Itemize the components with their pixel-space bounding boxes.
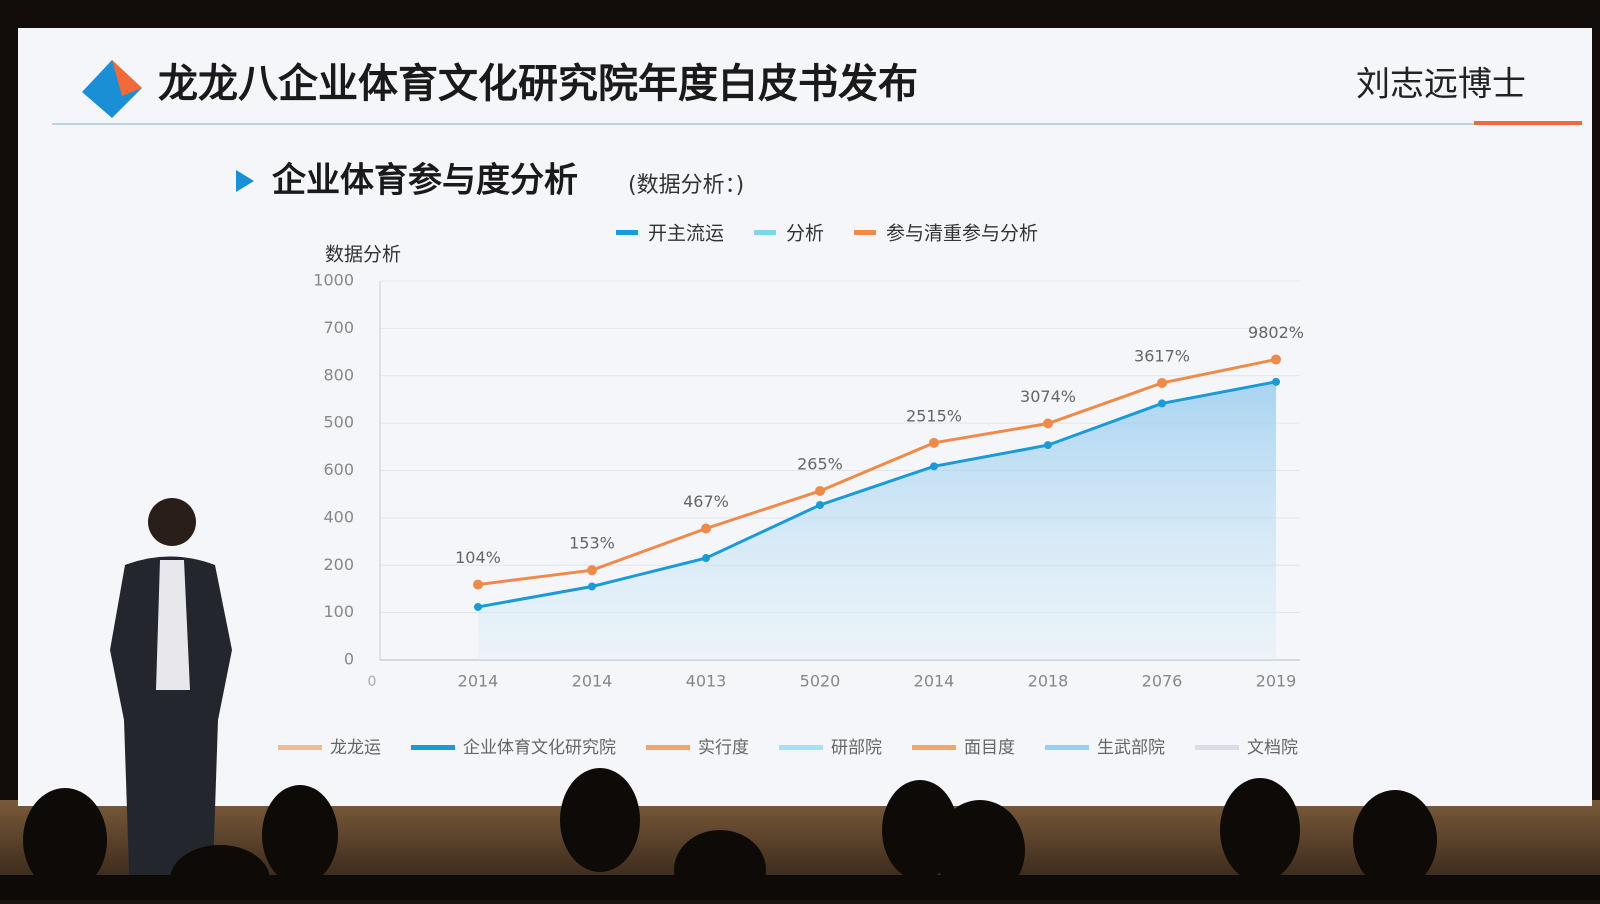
point	[1271, 354, 1281, 365]
x-tick-label: 2076	[1142, 672, 1183, 691]
y-axis-label: 数据分析	[325, 244, 401, 266]
annotation: 104%	[455, 548, 501, 567]
point	[1158, 399, 1166, 408]
legend-label: 开主流运	[648, 223, 724, 245]
y-tick-label: 0	[344, 650, 354, 669]
chart-subtitle: (数据分析：)	[628, 173, 744, 198]
legend-label: 研部院	[831, 738, 882, 758]
logo	[82, 60, 142, 118]
chart-title: 企业体育参与度分析	[272, 161, 578, 201]
point	[1272, 377, 1280, 386]
legend-label: 实行度	[698, 738, 749, 758]
legend-label: 分析	[786, 223, 824, 245]
x-tick-label: 5020	[800, 672, 841, 691]
point	[930, 462, 938, 471]
legend-swatch	[779, 745, 823, 750]
point	[588, 582, 596, 591]
x-tick-label: 2014	[572, 672, 613, 691]
x-tick-label: 2014	[914, 672, 955, 691]
line	[477, 357, 1277, 587]
y-tick-label: 600	[323, 460, 354, 479]
title-bullet	[236, 170, 254, 192]
annotation: 3074%	[1020, 387, 1076, 406]
x-tick-label: 2019	[1256, 672, 1297, 691]
legend-swatch	[1045, 745, 1089, 750]
point	[929, 437, 939, 448]
y-tick-label: 500	[323, 413, 354, 432]
legend-label: 龙龙运	[330, 738, 381, 758]
legend-swatch	[1195, 745, 1239, 750]
point	[701, 523, 711, 534]
annotation: 265%	[797, 454, 843, 473]
point	[815, 485, 825, 496]
point	[1157, 377, 1167, 388]
point	[702, 554, 710, 563]
point	[816, 500, 824, 509]
area	[478, 381, 1276, 660]
legend-label: 文档院	[1247, 738, 1298, 758]
x-origin-label: 0	[368, 674, 377, 690]
point	[587, 565, 597, 576]
annotation: 3617%	[1134, 346, 1190, 365]
legend-swatch	[854, 230, 877, 235]
y-tick-label: 800	[323, 365, 354, 384]
legend-label: 企业体育文化研究院	[463, 738, 616, 758]
audience	[0, 768, 1600, 904]
presenter	[110, 498, 232, 900]
legend-swatch	[616, 230, 638, 235]
line	[477, 380, 1277, 609]
annotation: 153%	[569, 534, 615, 553]
x-tick-label: 2014	[458, 672, 499, 691]
y-tick-label: 200	[323, 555, 354, 574]
point	[474, 602, 482, 611]
slide-header: 龙龙八企业体育文化研究院年度白皮书发布	[158, 61, 918, 107]
y-tick-label: 1000	[313, 271, 354, 290]
x-tick-label: 4013	[686, 672, 727, 691]
slide	[18, 28, 1592, 806]
annotation: 2515%	[906, 406, 962, 425]
annotation: 9802%	[1248, 323, 1304, 342]
annotation: 467%	[683, 492, 729, 511]
legend-swatch	[912, 745, 956, 750]
legend-swatch	[754, 230, 777, 235]
y-tick-label: 400	[323, 507, 354, 526]
legend-swatch	[278, 745, 322, 750]
point	[473, 579, 483, 590]
x-tick-label: 2018	[1028, 672, 1069, 691]
y-tick-label: 700	[323, 318, 354, 337]
y-tick-label: 100	[323, 602, 354, 621]
point	[1044, 441, 1052, 450]
legend-label: 参与清重参与分析	[886, 223, 1038, 245]
speaker: 刘志远博士	[1356, 65, 1526, 105]
legend-label: 生武部院	[1097, 738, 1165, 758]
legend-swatch	[646, 745, 690, 750]
chart: 0 100 200 400 600 500 800 700 1000 2014 2014 4013 50…	[278, 223, 1304, 758]
legend-swatch	[411, 745, 455, 750]
legend-label: 面目度	[964, 738, 1015, 758]
point	[1043, 418, 1053, 429]
